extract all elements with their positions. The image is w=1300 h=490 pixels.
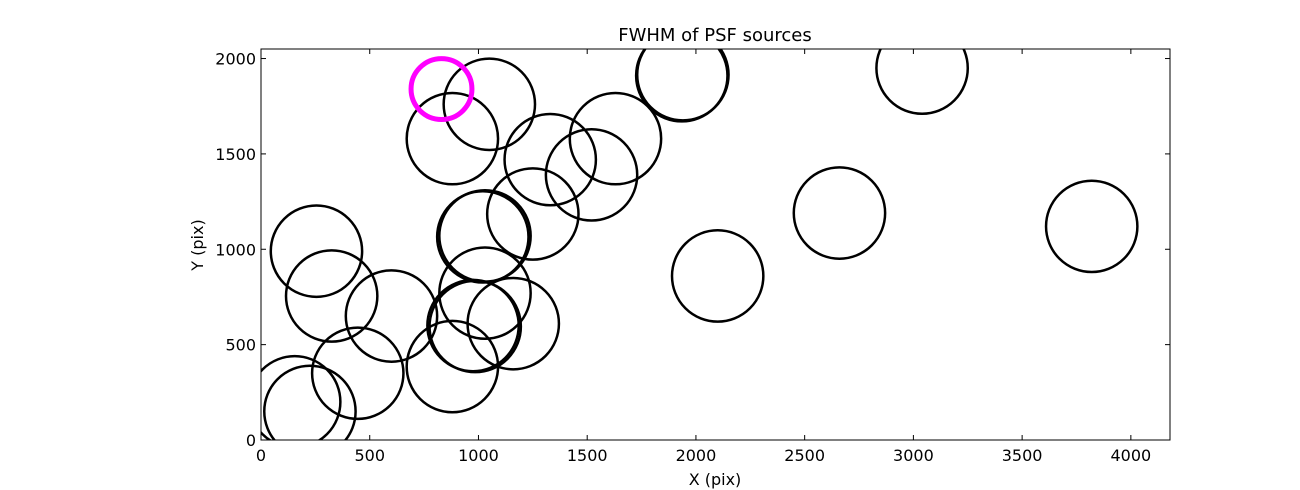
source-circle — [1044, 179, 1139, 274]
y-tick-label: 1000 — [215, 240, 256, 259]
source-circle — [310, 326, 405, 421]
x-tick-label: 1500 — [567, 446, 608, 465]
source-circle — [263, 364, 357, 440]
x-tick-label: 3000 — [893, 446, 934, 465]
source-circle — [284, 249, 379, 343]
x-tick-label: 500 — [354, 446, 385, 465]
x-axis-label: X (pix) — [689, 470, 742, 489]
plot-frame — [260, 48, 1171, 441]
source-circle — [442, 57, 537, 152]
source-circle — [405, 91, 500, 186]
source-circle — [670, 229, 765, 323]
y-tick-label: 500 — [225, 336, 256, 355]
axis-ticks: 0 500 1000 1500 2000 2500 3000 3500 4000 0 500 1000… — [215, 49, 1170, 465]
y-tick-label: 0 — [246, 431, 256, 450]
x-tick-label: 2500 — [784, 446, 825, 465]
highlighted-source-circle — [408, 56, 475, 122]
source-circles — [261, 49, 1139, 440]
source-circle — [635, 49, 730, 122]
source-circle — [792, 166, 887, 260]
source-circle — [503, 112, 598, 207]
chart-title: FWHM of PSF sources — [618, 25, 812, 46]
source-circle — [568, 91, 663, 186]
source-circle — [466, 276, 561, 371]
x-tick-label: 4000 — [1110, 446, 1151, 465]
x-tick-label: 0 — [256, 446, 266, 465]
source-circle — [438, 246, 532, 341]
source-circle — [261, 354, 342, 440]
y-axis-label: Y (pix) — [188, 219, 207, 271]
source-circle — [438, 188, 532, 283]
source-circle — [544, 127, 639, 222]
x-tick-label: 3500 — [1002, 446, 1043, 465]
source-circle — [344, 269, 439, 363]
source-circle — [269, 204, 364, 299]
source-circle — [875, 49, 969, 115]
y-tick-label: 1500 — [215, 145, 256, 164]
x-tick-label: 2000 — [676, 446, 717, 465]
x-tick-label: 1000 — [458, 446, 499, 465]
source-circle — [485, 167, 580, 261]
y-tick-label: 2000 — [215, 50, 256, 69]
